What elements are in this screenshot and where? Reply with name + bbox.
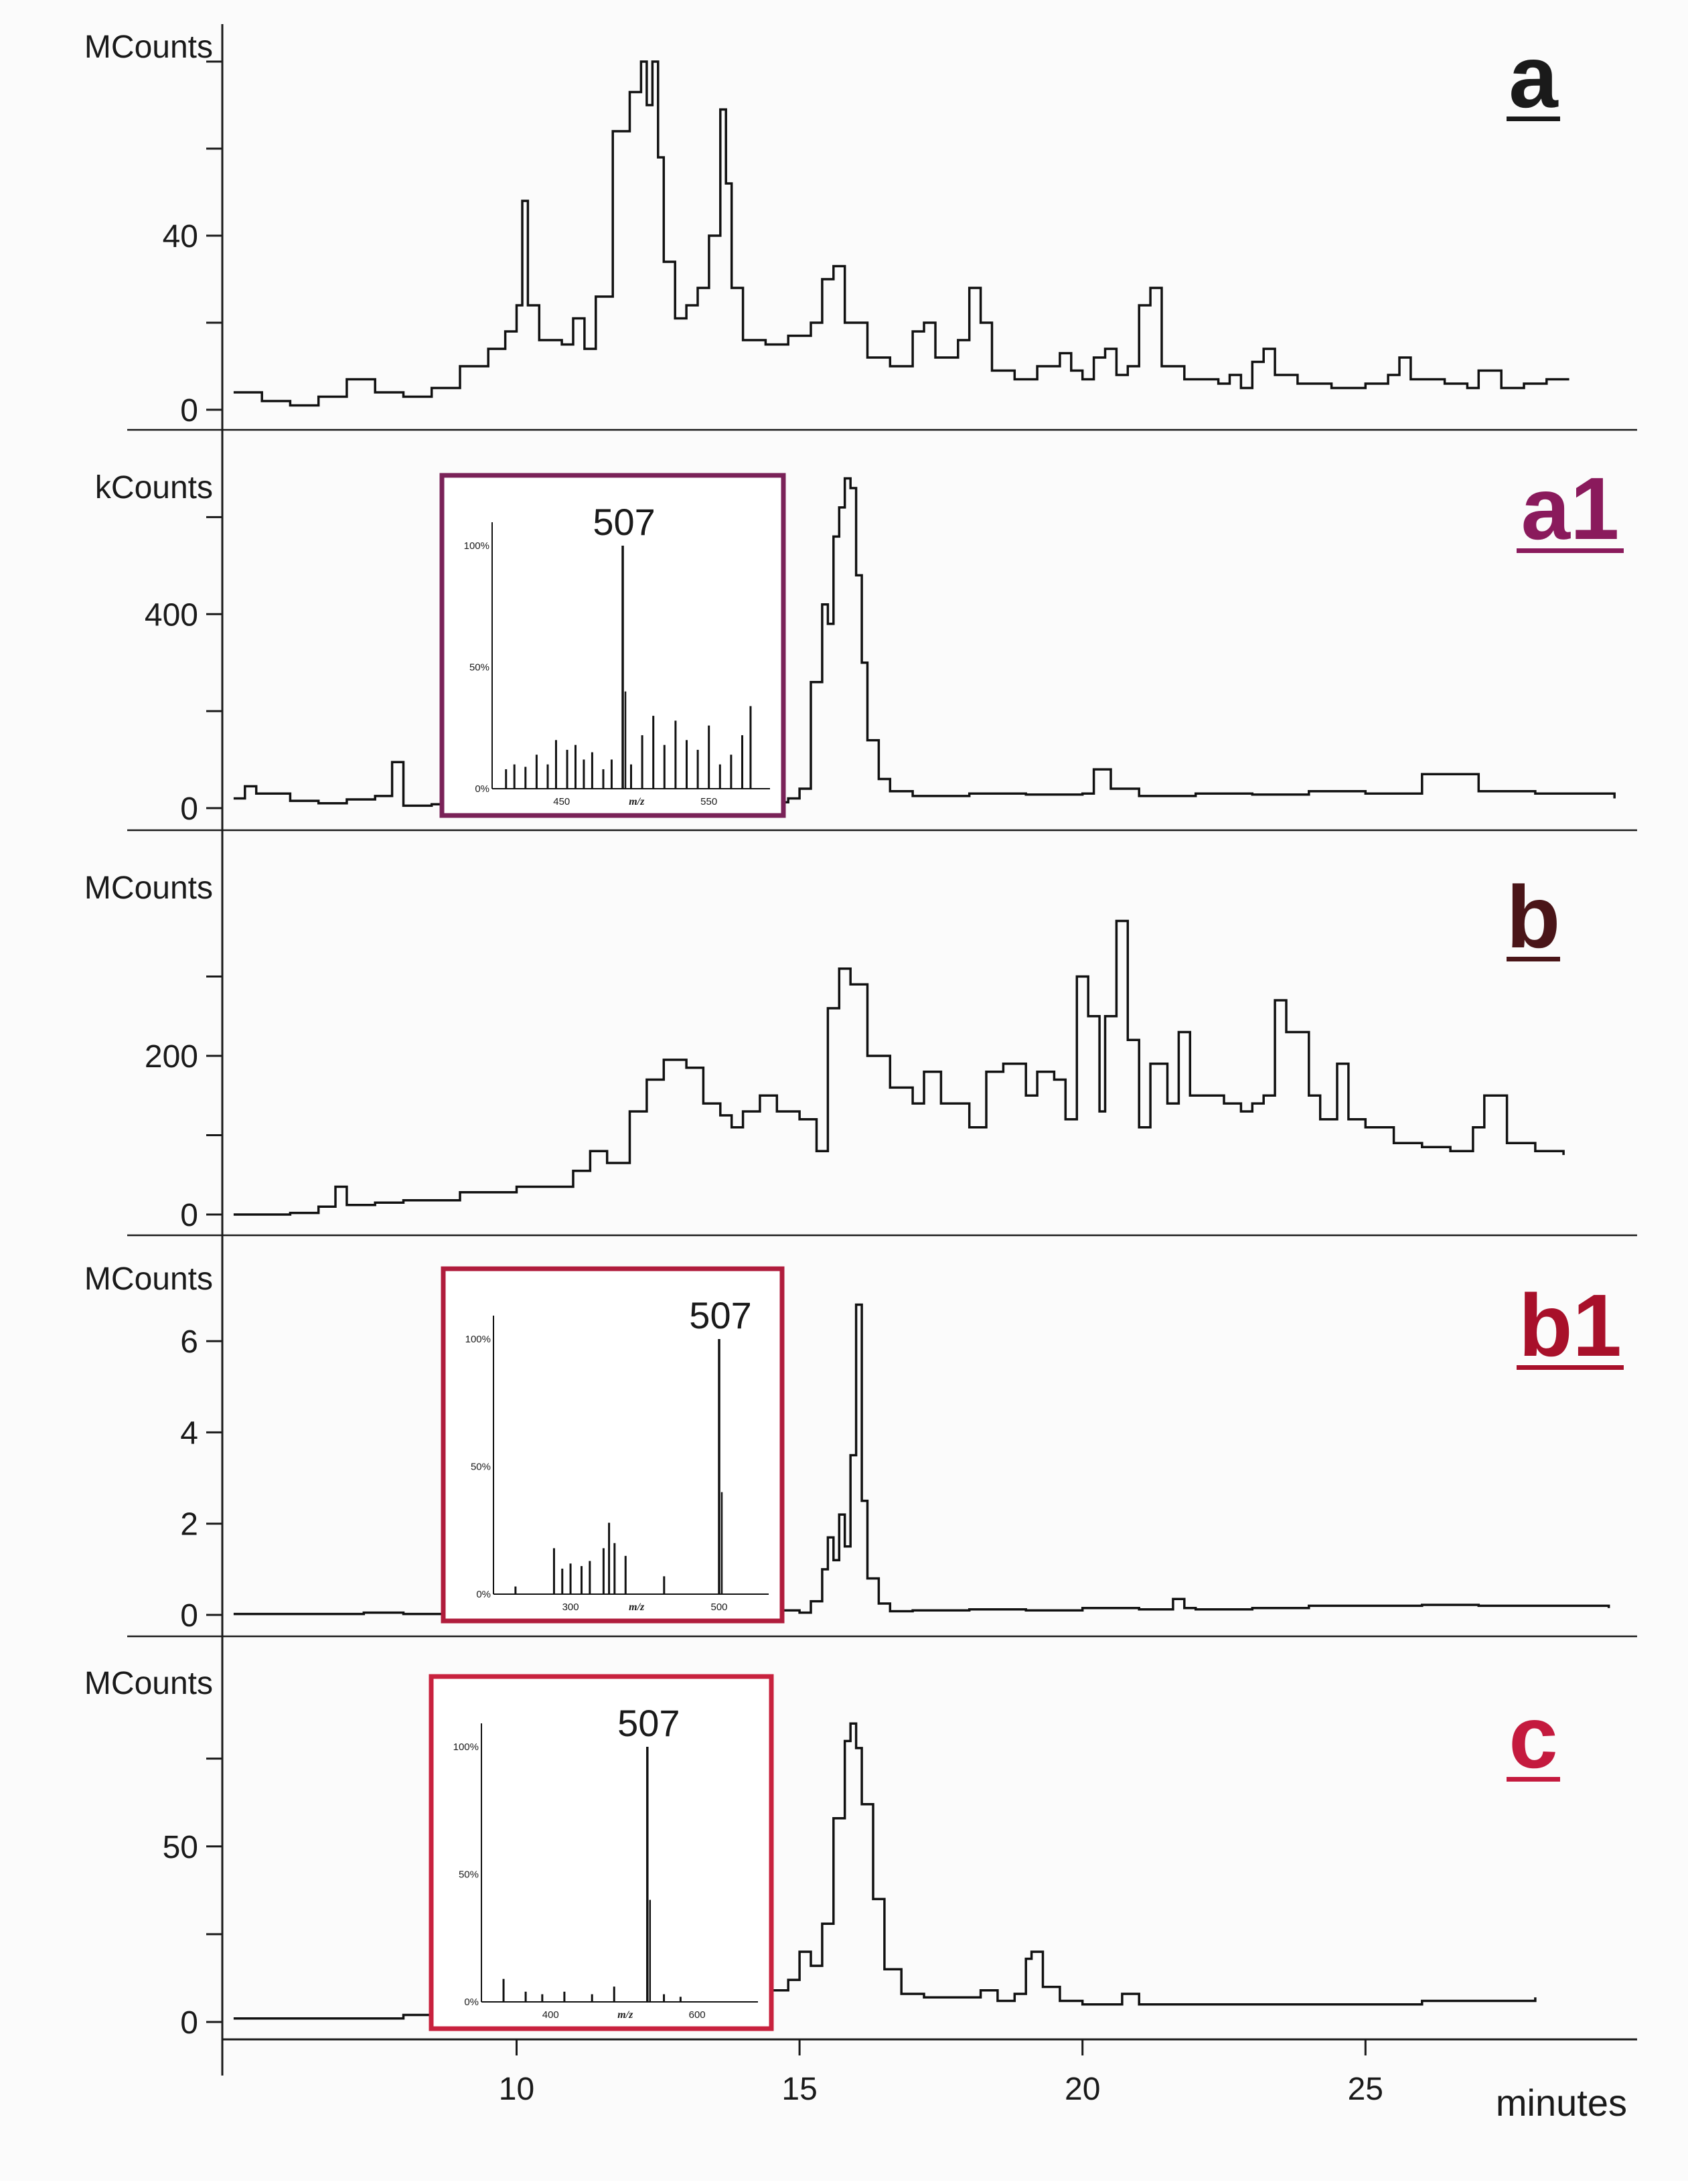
y-tick-label: 40 — [163, 219, 198, 254]
panel-label-a1: a1 — [1521, 459, 1620, 558]
y-unit-label: MCounts — [84, 1666, 213, 1701]
inset-box-a1 — [439, 473, 786, 818]
inset-mz-label: m/z — [629, 796, 645, 807]
y-tick-label: 200 — [145, 1039, 198, 1075]
inset-percent-label: 0% — [476, 1589, 491, 1600]
x-tick-label: 15 — [781, 2072, 817, 2107]
inset-percent-label: 100% — [465, 1334, 491, 1345]
panel-label-a: a — [1509, 27, 1559, 126]
inset-box-c — [429, 1674, 774, 2031]
y-tick-label: 50 — [163, 1830, 198, 1865]
inset-x-tick-label: 500 — [711, 1602, 728, 1613]
inset-mz-label: m/z — [617, 2009, 633, 2021]
y-unit-label: MCounts — [84, 1261, 213, 1297]
y-unit-label: kCounts — [95, 470, 213, 505]
y-unit-label: MCounts — [84, 29, 213, 65]
y-tick-label: 0 — [180, 791, 198, 827]
panel-label-underline — [1507, 957, 1560, 961]
inset-percent-label: 100% — [464, 540, 489, 552]
inset-x-tick-label: 300 — [562, 1602, 579, 1613]
y-tick-label: 6 — [180, 1324, 198, 1360]
series-line-b1 — [233, 1303, 1610, 1616]
inset-percent-label: 0% — [464, 1997, 479, 2008]
x-tick-label: 10 — [499, 2072, 534, 2107]
inset-mz-label: m/z — [629, 1602, 645, 1613]
inset-percent-label: 0% — [475, 783, 489, 795]
inset-percent-label: 100% — [453, 1741, 479, 1753]
inset-x-tick-label: 550 — [700, 796, 717, 807]
inset-peak-label: 507 — [617, 1702, 680, 1744]
inset-x-tick-label: 450 — [553, 796, 570, 807]
y-unit-label: MCounts — [84, 870, 213, 906]
inset-x-tick-label: 600 — [689, 2009, 706, 2021]
inset-percent-label: 50% — [471, 1462, 491, 1473]
y-tick-label: 0 — [180, 1598, 198, 1634]
y-tick-label: 4 — [180, 1415, 198, 1451]
series-line-a1 — [233, 477, 1616, 807]
inset-peak-label: 507 — [689, 1294, 751, 1336]
inset-percent-label: 50% — [459, 1869, 479, 1881]
panel-label-c: c — [1509, 1688, 1557, 1786]
x-tick-label: 25 — [1348, 2072, 1383, 2107]
panel-label-b1: b1 — [1519, 1276, 1622, 1375]
x-axis-label: minutes — [1496, 2082, 1627, 2124]
inset-peak-label: 507 — [593, 501, 655, 543]
y-tick-label: 2 — [180, 1507, 198, 1543]
series-line-a — [233, 60, 1569, 407]
panel-label-underline — [1517, 548, 1624, 553]
panel-label-b: b — [1507, 868, 1561, 966]
panel-label-underline — [1507, 1777, 1560, 1782]
y-tick-label: 400 — [145, 597, 198, 633]
x-tick-label: 20 — [1065, 2072, 1100, 2107]
y-tick-label: 0 — [180, 1198, 198, 1233]
inset-percent-label: 50% — [469, 662, 489, 674]
panel-label-underline — [1507, 116, 1560, 121]
series-line-b — [233, 919, 1565, 1216]
inset-x-tick-label: 400 — [542, 2009, 559, 2021]
panel-label-underline — [1517, 1365, 1624, 1370]
y-tick-label: 0 — [180, 393, 198, 428]
y-tick-label: 0 — [180, 2005, 198, 2041]
inset-box-b1 — [441, 1266, 785, 1624]
